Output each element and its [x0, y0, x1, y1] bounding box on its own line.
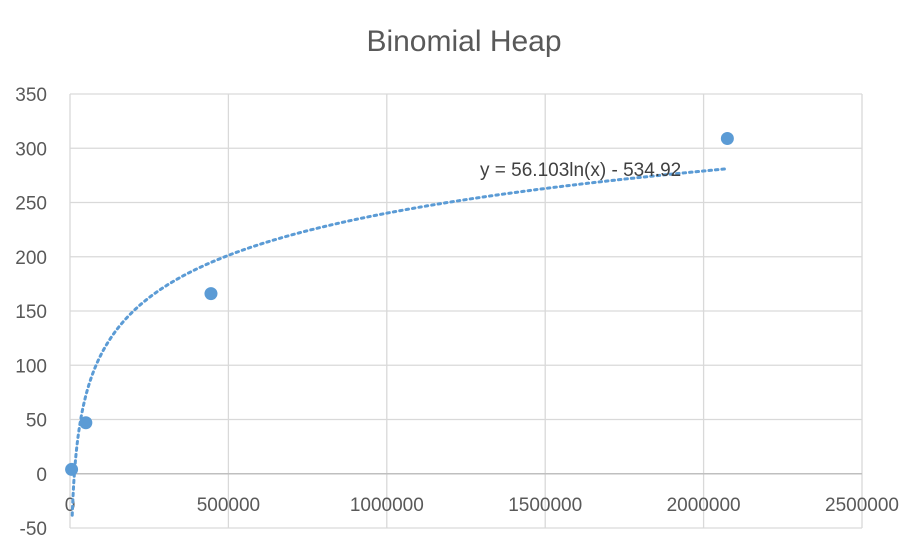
data-point — [720, 131, 734, 145]
trendline-group — [70, 167, 729, 517]
x-tick-label: 2000000 — [667, 495, 741, 516]
axis-lines — [69, 94, 862, 528]
data-point — [65, 462, 79, 476]
data-points — [65, 131, 734, 476]
y-tick-label: 0 — [36, 465, 47, 486]
trendline-equation-label: y = 56.103ln(x) - 534.92 — [480, 160, 681, 181]
x-tick-label: 1500000 — [508, 495, 582, 516]
x-tick-label: 500000 — [197, 495, 260, 516]
y-tick-label: 150 — [15, 302, 47, 323]
chart-title: Binomial Heap — [366, 25, 561, 58]
y-tick-label: -50 — [20, 519, 47, 540]
y-tick-label: 50 — [26, 411, 47, 432]
data-point — [204, 287, 218, 301]
x-tick-label: 2500000 — [825, 495, 899, 516]
log-trendline — [70, 167, 729, 517]
y-gridlines — [70, 93, 862, 529]
x-tick-label: 0 — [65, 495, 76, 516]
y-tick-label: 300 — [15, 139, 47, 160]
x-tick-labels: 0 500000 1000000 1500000 2000000 2500000 — [65, 495, 899, 516]
data-point — [79, 416, 93, 430]
y-tick-labels: -50 0 50 100 150 200 250 300 350 — [15, 85, 47, 540]
y-tick-label: 200 — [15, 248, 47, 269]
y-tick-label: 350 — [15, 85, 47, 106]
x-gridlines — [227, 94, 863, 528]
y-tick-label: 100 — [15, 356, 47, 377]
y-tick-label: 250 — [15, 194, 47, 215]
x-tick-label: 1000000 — [350, 495, 424, 516]
